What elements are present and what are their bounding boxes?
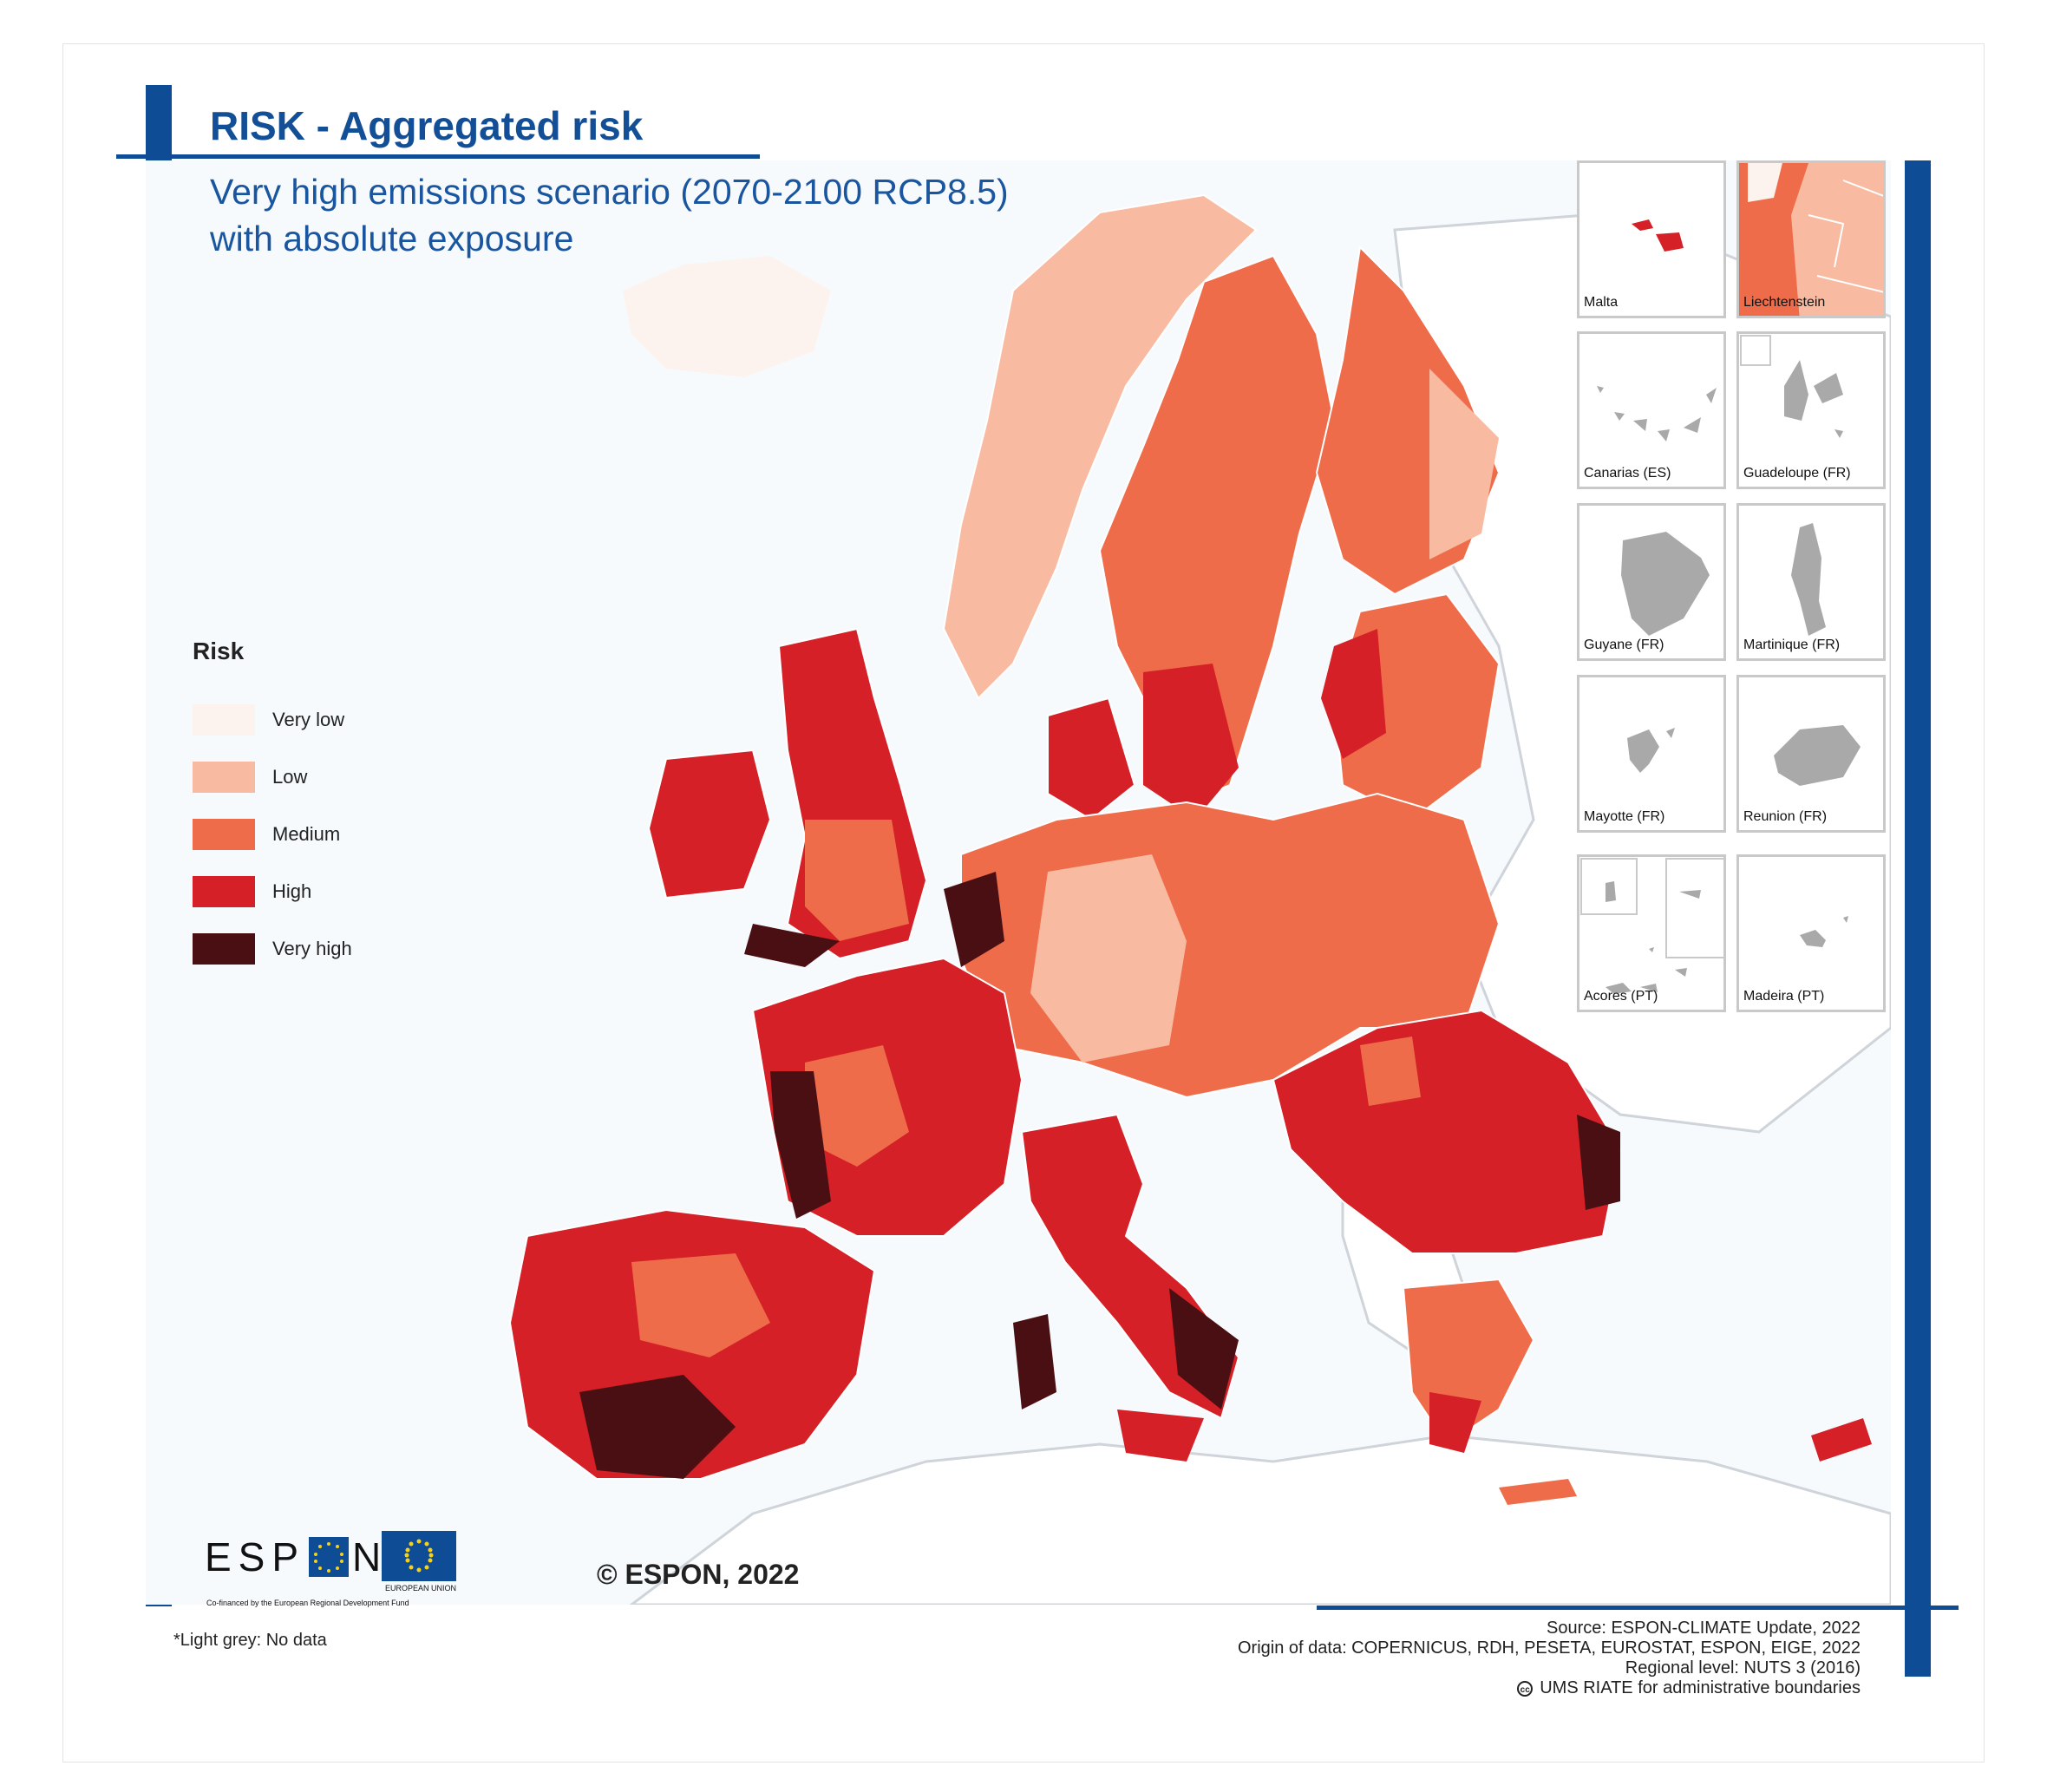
- region-spain-central: [631, 1253, 770, 1357]
- region-france-atlantic: [770, 1071, 831, 1219]
- inset-guadeloupe: Guadeloupe (FR): [1736, 331, 1886, 489]
- region-england: [805, 820, 909, 941]
- cc-icon: cc: [1517, 1680, 1534, 1697]
- legend-label: High: [272, 880, 312, 902]
- region-italy-south: [1169, 1288, 1239, 1409]
- inset-malta: Malta: [1577, 160, 1726, 318]
- boundaries-line: cc UMS RIATE for administrative boundarie…: [1238, 1678, 1861, 1698]
- espon-logo: ESP N: [205, 1534, 388, 1580]
- legend-swatch: [193, 876, 255, 907]
- inset-liechtenstein: Liechtenstein: [1736, 160, 1886, 318]
- region-hungary: [1360, 1037, 1421, 1106]
- inset-label: Martinique (FR): [1743, 638, 1841, 652]
- region-sicily: [1117, 1409, 1204, 1462]
- espon-wordmark: ESP N: [205, 1534, 388, 1580]
- region-belgium: [944, 872, 1004, 967]
- legend-title: Risk: [193, 638, 245, 664]
- region-cyprus: [1811, 1418, 1872, 1462]
- region-denmark: [1047, 697, 1136, 821]
- inset-label: Malta: [1584, 295, 1619, 310]
- legend-item: Very high: [193, 920, 352, 978]
- region-peloponnese: [1429, 1392, 1481, 1453]
- inset-guyane: Guyane (FR): [1577, 503, 1726, 661]
- eu-flag-icon: [382, 1531, 456, 1581]
- region-latvia-coast: [1321, 629, 1386, 759]
- accent-rule-bottom: [1317, 1606, 1959, 1610]
- legend-label: Medium: [272, 823, 341, 845]
- subtitle-line-1: Very high emissions scenario (2070-2100 …: [210, 172, 1009, 212]
- origin-line: Origin of data: COPERNICUS, RDH, PESETA,…: [1238, 1638, 1861, 1658]
- legend-swatch: [193, 762, 255, 793]
- inset-canarias: Canarias (ES): [1577, 331, 1726, 489]
- inset-madeira: Madeira (PT): [1736, 854, 1886, 1012]
- region-germany-south: [1030, 854, 1187, 1063]
- map-subtitle: Very high emissions scenario (2070-2100 …: [210, 168, 1009, 262]
- inset-label: Canarias (ES): [1584, 466, 1671, 481]
- copyright: © ESPON, 2022: [597, 1559, 800, 1590]
- inset-label: Liechtenstein: [1743, 295, 1826, 310]
- region-norway: [942, 193, 1258, 700]
- legend-swatch: [193, 819, 255, 850]
- espon-text-left: ESP: [205, 1534, 306, 1579]
- legend-item: Very low: [193, 691, 352, 749]
- inset-mayotte: Mayotte (FR): [1577, 675, 1726, 833]
- region-romania-bulgaria: [1272, 1009, 1622, 1254]
- cofinanced-text: Co-financed by the European Regional Dev…: [206, 1599, 409, 1607]
- legend-item: Low: [193, 749, 352, 806]
- no-data-note: *Light grey: No data: [173, 1631, 327, 1650]
- map-title: RISK - Aggregated risk: [210, 103, 644, 148]
- legend-label: Very low: [272, 709, 345, 730]
- region-cornwall: [744, 924, 840, 967]
- region-crete: [1499, 1479, 1577, 1505]
- region-ireland: [647, 749, 772, 899]
- region-sardinia: [1013, 1314, 1056, 1409]
- legend: Risk Very low Low Medium High Very high: [193, 638, 352, 978]
- inset-reunion: Reunion (FR): [1736, 675, 1886, 833]
- espon-o-icon: [309, 1537, 350, 1577]
- subtitle-line-2: with absolute exposure: [210, 219, 574, 258]
- source-line: Source: ESPON-CLIMATE Update, 2022: [1546, 1619, 1861, 1638]
- legend-item: Medium: [193, 806, 352, 863]
- region-iceland: [623, 256, 831, 377]
- accent-bar-right: [1905, 160, 1931, 1677]
- legend-label: Low: [272, 766, 308, 788]
- inset-label: Madeira (PT): [1743, 989, 1825, 1004]
- region-danube-delta: [1577, 1115, 1620, 1210]
- region-sweden-south: [1143, 664, 1239, 820]
- inset-label: Acores (PT): [1584, 989, 1658, 1004]
- source-block: Source: ESPON-CLIMATE Update, 2022 Origi…: [1238, 1619, 1861, 1698]
- inset-label: Guadeloupe (FR): [1743, 466, 1851, 481]
- boundaries-text: UMS RIATE for administrative boundaries: [1540, 1678, 1861, 1697]
- region-france-central: [805, 1045, 909, 1167]
- espon-text-right: N: [352, 1534, 389, 1579]
- regional-level-line: Regional level: NUTS 3 (2016): [1625, 1658, 1861, 1678]
- inset-label: Mayotte (FR): [1584, 809, 1665, 824]
- region-andalusia: [579, 1375, 736, 1479]
- inset-label: Guyane (FR): [1584, 638, 1664, 652]
- inset-martinique: Martinique (FR): [1736, 503, 1886, 661]
- eu-label: EUROPEAN UNION: [384, 1584, 456, 1593]
- region-finland-east: [1429, 369, 1499, 559]
- title-underline: [116, 154, 760, 159]
- legend-swatch: [193, 704, 255, 736]
- inset-label: Reunion (FR): [1743, 809, 1828, 824]
- legend-label: Very high: [272, 938, 352, 959]
- legend-swatch: [193, 933, 255, 965]
- inset-acores: Acores (PT): [1577, 854, 1726, 1012]
- legend-item: High: [193, 863, 352, 920]
